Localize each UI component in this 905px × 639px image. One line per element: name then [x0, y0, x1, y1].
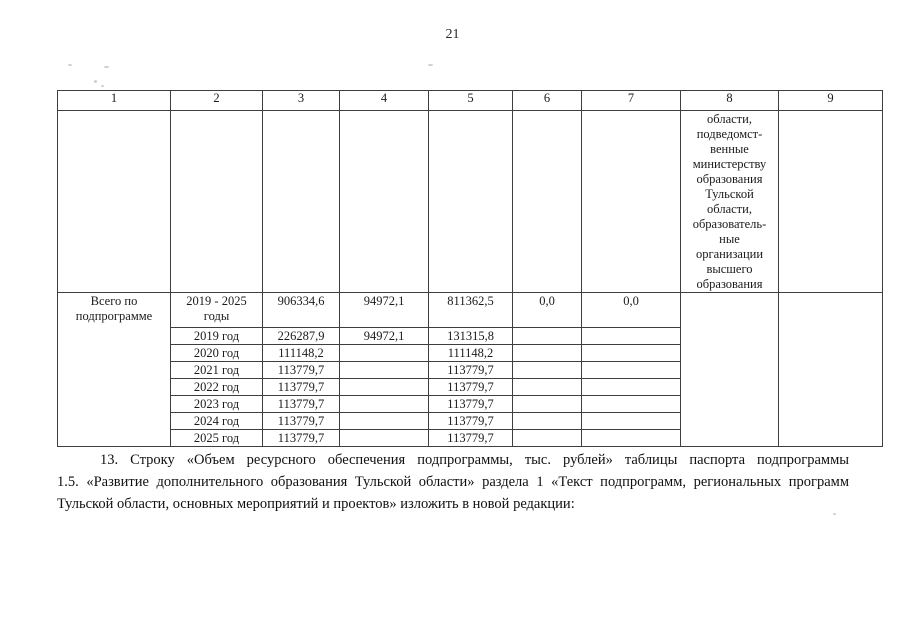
header-cell: 4 [339, 90, 429, 111]
value-cell: 113779,7 [262, 412, 340, 430]
table-row-2021: 2021 год 113779,7 113779,7 [58, 361, 883, 379]
value-cell: 113779,7 [262, 378, 340, 396]
value-cell [581, 344, 681, 362]
value-cell [339, 344, 429, 362]
period-cell: 2024 год [170, 412, 263, 430]
value-cell: 0,0 [512, 292, 582, 328]
table-header-row: 1 2 3 4 5 6 7 8 9 [57, 90, 883, 111]
value-cell: 113779,7 [428, 412, 513, 430]
value-cell [512, 395, 582, 413]
value-cell [581, 395, 681, 413]
empty-cell [428, 110, 513, 293]
value-cell [339, 378, 429, 396]
value-cell [339, 429, 429, 447]
empty-cell [170, 110, 263, 293]
period-cell: 2019 год [170, 327, 263, 345]
value-cell: 111148,2 [262, 344, 340, 362]
period-cell: 2019 - 2025 годы [170, 292, 263, 328]
value-cell [581, 361, 681, 379]
value-cell: 111148,2 [428, 344, 513, 362]
table-row-2022: 2022 год 113779,7 113779,7 [58, 378, 883, 396]
value-cell: 113779,7 [262, 429, 340, 447]
scan-artifact [833, 513, 836, 515]
paragraph-line: 1.5. «Развитие дополнительного образован… [57, 474, 849, 490]
value-cell [339, 395, 429, 413]
document-table: 1 2 3 4 5 6 7 8 9 области, подведомст- в… [57, 90, 883, 447]
empty-cell [778, 292, 883, 447]
value-cell [339, 412, 429, 430]
header-cell: 2 [170, 90, 263, 111]
value-cell: 811362,5 [428, 292, 513, 328]
value-cell: 906334,6 [262, 292, 340, 328]
value-cell [581, 378, 681, 396]
header-cell: 8 [680, 90, 779, 111]
value-cell [512, 344, 582, 362]
scan-artifact [94, 80, 97, 83]
period-cell: 2021 год [170, 361, 263, 379]
value-cell [512, 361, 582, 379]
paragraph-line: Тульской области, основных мероприятий и… [57, 496, 575, 512]
value-cell [581, 429, 681, 447]
header-cell: 3 [262, 90, 340, 111]
value-cell: 113779,7 [262, 395, 340, 413]
value-cell: 94972,1 [339, 292, 429, 328]
header-cell: 7 [581, 90, 681, 111]
empty-cell [680, 292, 779, 447]
value-cell: 113779,7 [428, 429, 513, 447]
value-cell [581, 412, 681, 430]
value-cell [512, 412, 582, 430]
scan-artifact [101, 85, 104, 87]
scan-artifact [104, 66, 109, 68]
value-cell [512, 327, 582, 345]
empty-cell [57, 110, 171, 293]
empty-cell [512, 110, 582, 293]
scan-artifact [68, 64, 72, 66]
period-cell: 2022 год [170, 378, 263, 396]
value-cell: 131315,8 [428, 327, 513, 345]
period-cell: 2025 год [170, 429, 263, 447]
value-cell: 113779,7 [428, 395, 513, 413]
period-cell: 2023 год [170, 395, 263, 413]
header-cell: 6 [512, 90, 582, 111]
empty-cell [581, 110, 681, 293]
paragraph: 13. Строку «Объем ресурсного обеспечения… [57, 449, 849, 515]
value-cell [339, 361, 429, 379]
header-cell: 5 [428, 90, 513, 111]
organizations-row: области, подведомст- венные министерству… [57, 110, 883, 293]
value-cell: 0,0 [581, 292, 681, 328]
value-cell: 113779,7 [428, 378, 513, 396]
value-cell: 113779,7 [428, 361, 513, 379]
value-cell [512, 429, 582, 447]
table-row-total: Всего по подпрограмме 2019 - 2025 годы 9… [57, 292, 883, 447]
empty-cell [778, 110, 883, 293]
paragraph-line: 13. Строку «Объем ресурсного обеспечения… [100, 452, 849, 468]
empty-cell [262, 110, 340, 293]
table-row-2025: 2025 год 113779,7 113779,7 [58, 429, 883, 447]
value-cell [512, 378, 582, 396]
value-cell [581, 327, 681, 345]
organizations-text-cell: области, подведомст- венные министерству… [680, 110, 779, 293]
header-cell: 1 [57, 90, 171, 111]
page-number: 21 [445, 27, 460, 42]
value-cell: 94972,1 [339, 327, 429, 345]
header-cell: 9 [778, 90, 883, 111]
period-cell: 2020 год [170, 344, 263, 362]
scan-artifact [428, 64, 433, 66]
value-cell: 226287,9 [262, 327, 340, 345]
table-row-2020: 2020 год 111148,2 111148,2 [58, 344, 883, 362]
value-cell: 113779,7 [262, 361, 340, 379]
total-row-label: Всего по подпрограмме [57, 292, 171, 447]
empty-cell [339, 110, 429, 293]
